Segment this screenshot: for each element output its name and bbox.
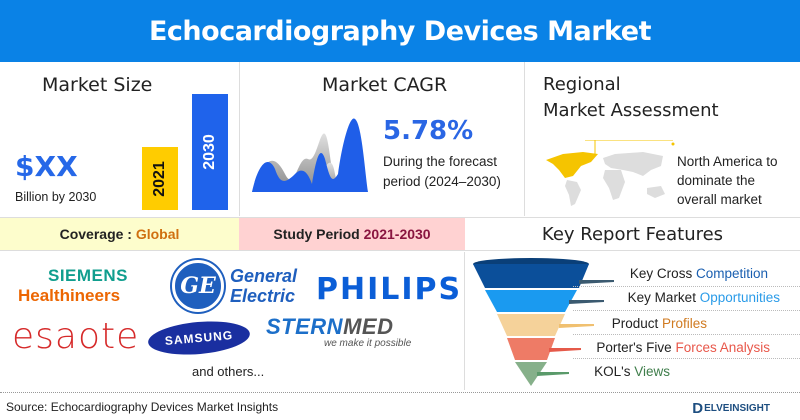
key-report-features-title: Key Report Features: [465, 217, 800, 251]
market-cagr-subtitle: During the forecast period (2024–2030): [383, 154, 501, 189]
company-logos: SIEMENS Healthineers GE General Electric…: [0, 252, 465, 390]
ge-logo-icon: GE: [172, 260, 224, 312]
general-electric-logo: General Electric: [230, 266, 298, 306]
feature-key-market-opportunities: Key Market Opportunities: [627, 290, 780, 305]
siemens-healthineers-logo: SIEMENS Healthineers: [18, 266, 129, 305]
world-map-icon: [546, 140, 675, 206]
wave-chart-icon: [252, 118, 368, 192]
regional-text: North America to dominate the overall ma…: [677, 154, 778, 207]
philips-logo: PHILIPS: [316, 272, 463, 307]
feature-kol-views: KOL's Views: [594, 364, 670, 379]
study-period-value: 2021-2030: [363, 226, 431, 242]
market-cagr-value: 5.78%: [383, 116, 474, 146]
coverage-value: Global: [135, 226, 180, 242]
market-size-value: $XX: [15, 150, 78, 183]
footer-divider: [0, 392, 800, 393]
key-features-funnel: Key Cross Competition Key Market Opportu…: [465, 252, 800, 390]
funnel-icon: [473, 258, 614, 386]
and-others-text: and others...: [192, 364, 265, 379]
market-cagr-panel: Market CAGR 5.78% During the forecast pe…: [240, 62, 525, 216]
regional-title: Regional Market Assessment: [543, 74, 719, 121]
page-title: Echocardiography Devices Market: [148, 15, 652, 47]
market-size-panel: Market Size $XX Billion by 2030 2021 203…: [0, 62, 240, 216]
esaote-logo: esaote: [12, 316, 140, 357]
market-size-title: Market Size: [42, 74, 153, 96]
bar-2030: 2030: [192, 94, 228, 210]
header-banner: Echocardiography Devices Market: [0, 0, 800, 62]
market-size-subtitle: Billion by 2030: [15, 190, 97, 204]
source-text: Source: Echocardiography Devices Market …: [6, 400, 279, 414]
study-period-strip: Study Period 2021-2030: [239, 217, 465, 251]
regional-panel: Regional Market Assessment North America…: [525, 62, 800, 216]
coverage-strip: Coverage : Global: [0, 217, 239, 251]
samsung-logo: SAMSUNG: [146, 317, 252, 359]
feature-key-cross-competition: Key Cross Competition: [629, 266, 768, 281]
feature-product-profiles: Product Profiles: [611, 316, 707, 331]
bar-2021: 2021: [142, 147, 178, 210]
market-cagr-title: Market CAGR: [322, 74, 448, 96]
sternmed-logo: STERNMED we make it possible: [266, 314, 412, 349]
delveinsight-logo: D ELVEINSIGHT: [692, 400, 770, 417]
feature-porters-five-forces: Porter's Five Forces Analysis: [596, 340, 770, 355]
